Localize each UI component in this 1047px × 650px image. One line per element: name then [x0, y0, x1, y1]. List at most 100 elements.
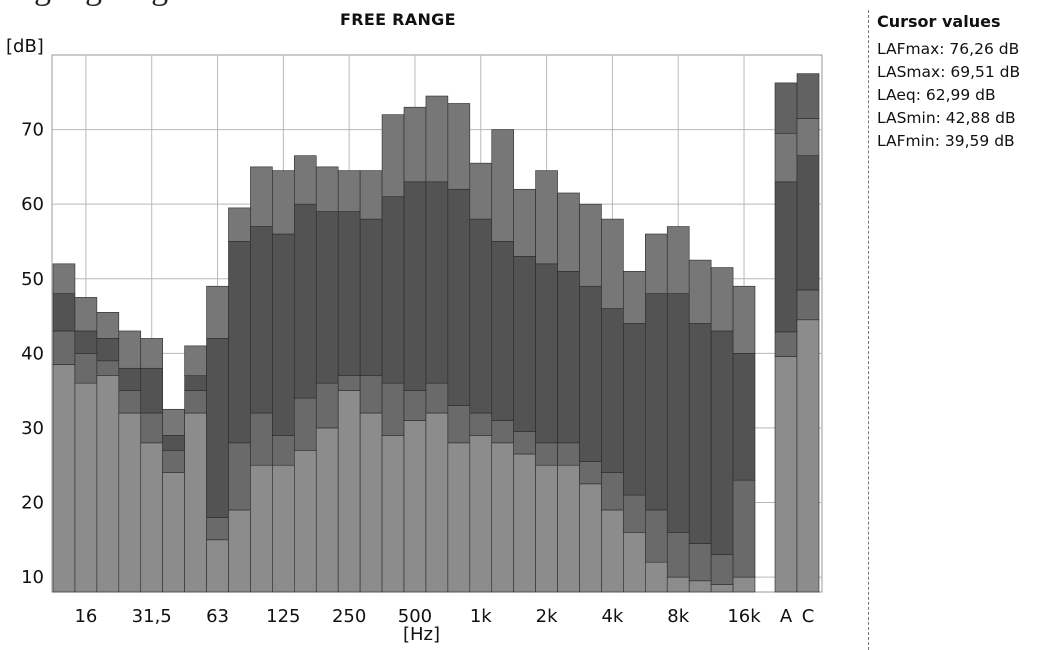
band-bar-30-segment-0 — [710, 584, 734, 593]
band-bar-19-segment-3 — [469, 162, 493, 220]
band-bar-16-segment-3 — [403, 106, 427, 183]
band-bar-11-segment-2 — [294, 203, 317, 399]
band-bar-12-segment-3 — [315, 166, 339, 212]
band-bar-26-segment-2 — [623, 323, 646, 496]
band-bar-4-segment-2 — [140, 367, 163, 414]
bars — [52, 73, 820, 593]
band-bar-14-segment-3 — [359, 170, 383, 220]
band-bar-4-segment-3 — [140, 338, 163, 369]
x-tick-label: 63 — [206, 606, 229, 627]
x-tick-label: 1k — [470, 606, 492, 627]
total-bar-A-segment-2 — [774, 181, 798, 333]
band-bar-25-segment-1 — [601, 472, 624, 511]
x-tick-label: 16 — [74, 606, 97, 627]
band-bar-16-segment-1 — [403, 390, 427, 421]
band-bar-6-segment-1 — [184, 390, 207, 414]
band-bar-0-segment-0 — [52, 364, 76, 593]
band-bar-1-segment-1 — [74, 353, 98, 384]
x-tick-label-total: A — [780, 606, 793, 627]
x-tick-label: 250 — [332, 606, 366, 627]
band-bar-20-segment-3 — [491, 129, 514, 242]
total-bar-C-segment-4 — [796, 73, 820, 119]
band-bar-29-segment-1 — [688, 543, 712, 582]
band-bar-6-segment-2 — [184, 375, 207, 391]
band-bar-13-segment-1 — [337, 375, 361, 391]
band-bar-30-segment-2 — [710, 330, 734, 556]
band-bar-9-segment-3 — [250, 166, 273, 227]
x-tick-label: 8k — [667, 606, 689, 627]
x-tick-label-total: C — [802, 606, 815, 627]
band-bar-29-segment-0 — [688, 580, 712, 593]
band-bar-10-segment-0 — [272, 464, 295, 593]
band-bar-3-segment-1 — [118, 390, 142, 414]
band-bar-27-segment-0 — [645, 561, 668, 593]
total-bar-A-segment-4 — [774, 82, 798, 134]
cursor-values-panel: Cursor values LAFmax: 76,26 dB LASmax: 6… — [868, 10, 1047, 650]
band-bar-1-segment-2 — [74, 330, 98, 354]
band-bar-28-segment-2 — [666, 293, 690, 533]
band-bar-4-segment-1 — [140, 412, 163, 444]
x-tick-label: 4k — [601, 606, 623, 627]
band-bar-9-segment-0 — [250, 464, 273, 593]
band-bar-11-segment-0 — [294, 449, 317, 593]
cursor-values-title: Cursor values — [877, 12, 1001, 31]
x-tick-label: 16k — [727, 606, 761, 627]
band-bar-12-segment-1 — [315, 382, 339, 429]
band-bar-16-segment-0 — [403, 420, 427, 593]
x-tick-label: 2k — [536, 606, 558, 627]
band-bar-15-segment-3 — [381, 114, 405, 198]
band-bar-18-segment-2 — [447, 188, 471, 406]
band-bar-26-segment-1 — [623, 494, 646, 533]
y-tick-label: 10 — [21, 567, 44, 588]
band-bar-23-segment-2 — [557, 270, 580, 444]
band-bar-21-segment-1 — [513, 431, 536, 455]
band-bar-1-segment-0 — [74, 382, 98, 593]
band-bar-18-segment-3 — [447, 103, 471, 190]
band-bar-31-segment-2 — [732, 353, 756, 481]
band-bar-13-segment-0 — [337, 390, 361, 593]
total-bar-A-segment-0 — [774, 356, 798, 593]
band-bar-22-segment-0 — [535, 464, 558, 593]
band-bar-10-segment-1 — [272, 435, 295, 466]
cursor-value-lasmax: LASmax: 69,51 dB — [877, 63, 1021, 81]
band-bar-18-segment-0 — [447, 442, 471, 593]
band-bar-5-segment-3 — [162, 408, 185, 436]
total-bar-A-segment-3 — [774, 132, 798, 183]
total-bar-C-segment-0 — [796, 319, 820, 593]
band-bar-23-segment-1 — [557, 442, 580, 466]
band-bar-10-segment-2 — [272, 233, 295, 436]
band-bar-29-segment-2 — [688, 323, 712, 544]
y-tick-label: 70 — [21, 120, 44, 141]
band-bar-25-segment-2 — [601, 308, 624, 473]
cursor-value-lafmin: LAFmin: 39,59 dB — [877, 132, 1015, 150]
band-bar-0-segment-3 — [52, 263, 76, 294]
band-bar-13-segment-2 — [337, 211, 361, 377]
x-ticks: 16 31,5 63 125 250 500 1k 2k 4k 8k 16k A C — [74, 606, 814, 627]
band-bar-3-segment-3 — [118, 330, 142, 369]
band-bar-22-segment-3 — [535, 170, 558, 265]
band-bar-17-segment-1 — [425, 382, 449, 414]
spectrum-chart: 10 20 30 40 50 60 70 16 31,5 63 125 250 500 1k 2k 4k 8k… — [21, 54, 823, 627]
band-bar-2-segment-2 — [96, 338, 120, 362]
band-bar-0-segment-1 — [52, 330, 76, 365]
band-bar-12-segment-0 — [315, 427, 339, 593]
band-bar-24-segment-2 — [579, 285, 602, 462]
band-bar-10-segment-3 — [272, 170, 295, 235]
band-bar-22-segment-1 — [535, 442, 558, 466]
band-bar-17-segment-2 — [425, 181, 449, 384]
band-bar-27-segment-1 — [645, 509, 668, 563]
y-tick-label: 40 — [21, 343, 44, 364]
band-bar-8-segment-0 — [228, 509, 251, 593]
total-bar-C-segment-2 — [796, 155, 820, 291]
band-bar-6-segment-3 — [184, 345, 207, 377]
band-bar-12-segment-2 — [315, 211, 339, 384]
y-ticks: 10 20 30 40 50 60 70 — [21, 120, 44, 588]
band-bar-2-segment-1 — [96, 360, 120, 377]
band-bar-28-segment-3 — [666, 226, 690, 294]
band-bar-0-segment-2 — [52, 293, 76, 332]
total-bar-A-segment-1 — [774, 331, 798, 357]
band-bar-23-segment-3 — [557, 192, 580, 272]
band-bar-7-segment-0 — [206, 539, 229, 593]
band-bar-11-segment-3 — [294, 155, 317, 205]
band-bar-27-segment-3 — [645, 233, 668, 294]
